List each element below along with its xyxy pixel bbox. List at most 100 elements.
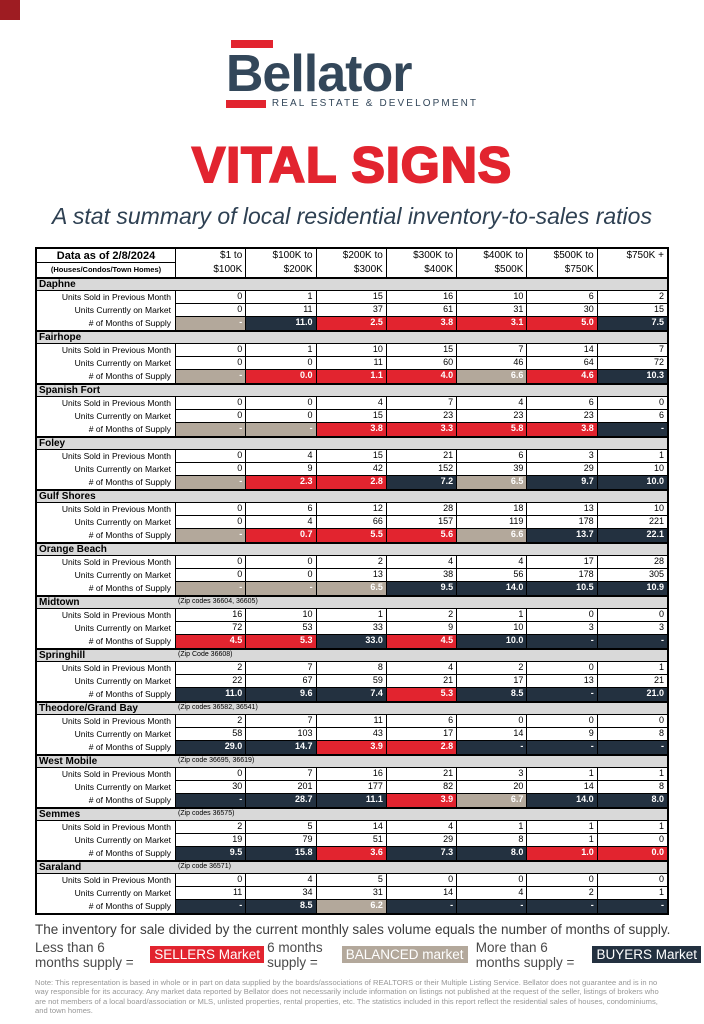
value-cell: 4 [245,873,316,887]
supply-cell: 8.5 [456,687,527,701]
supply-cell: - [596,899,667,913]
city-section: Springhill (Zip Code 36608) Units Sold in … [37,647,667,701]
city-name: Fairhope [39,331,82,343]
value-cell: 29 [526,462,597,476]
value-cell: 0 [175,555,246,569]
data-row: Units Currently on Market 0 0 11 60 46 64 72 [37,356,667,370]
value-cell: 38 [385,568,457,582]
supply-cell: 10.0 [596,475,667,489]
value-cell: 0 [526,873,597,887]
value-cell: 11 [175,886,246,900]
logo-red-bar-top [230,40,273,48]
row-label: Units Sold in Previous Month [61,450,171,461]
value-cell: 6 [596,409,667,423]
value-cell: 15 [315,290,386,304]
data-row: Units Currently on Market 19 79 51 29 8 1 0 [37,833,667,847]
supply-cell: 6.5 [456,475,527,489]
data-row: Units Sold in Previous Month 0 1 15 16 10 6 2 [37,290,667,304]
supply-row: # of Months of Supply 9.5 15.8 3.6 7.3 8.0 1.0… [37,846,667,860]
logo: Bellator REAL ESTATE & DEVELOPMENT [0,0,704,113]
value-cell: 6 [456,449,527,463]
logo-tagline: REAL ESTATE & DEVELOPMENT [271,98,479,109]
supply-cell: 10.5 [526,581,597,595]
value-cell: 0 [245,396,316,410]
supply-cell: - [385,899,457,913]
value-cell: 16 [315,767,386,781]
supply-cell: 3.6 [315,846,386,860]
value-cell: 4 [456,886,527,900]
value-cell: 16 [385,290,457,304]
supply-cell: 9.5 [385,581,457,595]
value-cell: 58 [175,727,246,741]
supply-row: # of Months of Supply 29.0 14.7 3.9 2.8- - - [37,740,667,754]
supply-cell: 2.8 [315,475,386,489]
value-cell: 56 [456,568,527,582]
value-cell: 0 [596,608,667,622]
city-name: Semmes [39,808,81,820]
value-cell: 0 [175,568,246,582]
value-cell: 46 [456,356,527,370]
balanced-market-chip: BALANCED market [341,946,468,963]
row-label: # of Months of Supply [88,741,171,752]
value-cell: 10 [596,462,667,476]
supply-cell: 5.6 [385,528,457,542]
value-cell: 0 [245,356,316,370]
value-cell: 31 [315,886,386,900]
supply-cell: - [175,793,246,807]
value-cell: 3 [526,621,597,635]
city-band: Spanish Fort [37,382,667,397]
supply-cell: 2.5 [315,316,386,330]
city-band: Foley [37,435,667,450]
data-row: Units Sold in Previous Month 16 10 1 2 1 0 0 [37,608,667,622]
value-cell: 178 [526,568,597,582]
value-cell: 103 [245,727,316,741]
value-cell: 28 [596,555,667,569]
supply-cell: 3.9 [315,740,386,754]
value-cell: 1 [456,608,527,622]
value-cell: 17 [526,555,597,569]
value-cell: 43 [315,727,386,741]
data-row: Units Currently on Market 58 103 43 17 14 9 8 [37,727,667,741]
row-label: # of Months of Supply [88,476,171,487]
supply-cell: - [526,740,597,754]
value-cell: 10 [456,290,527,304]
row-label: # of Months of Supply [88,635,171,646]
supply-cell: 9.5 [175,846,246,860]
buyers-market-chip: BUYERS Market [592,946,702,963]
value-cell: 1 [245,290,316,304]
report-subtitle: A stat summary of local residential inve… [52,202,652,229]
supply-cell: 5.8 [456,422,527,436]
supply-cell: - [596,740,667,754]
value-cell: 9 [385,621,457,635]
supply-cell: - [596,634,667,648]
supply-cell: - [456,740,527,754]
value-cell: 61 [385,303,457,317]
supply-cell: 10.9 [596,581,667,595]
value-cell: 2 [456,661,527,675]
supply-cell: - [175,528,246,542]
value-cell: 0 [596,396,667,410]
city-name: Gulf Shores [39,490,96,502]
supply-cell: 4.0 [385,369,457,383]
row-label: Units Sold in Previous Month [61,662,171,673]
logo-red-bar-bottom [225,99,266,108]
row-label: Units Currently on Market [74,304,171,315]
value-cell: 0 [175,502,246,516]
row-label: Units Sold in Previous Month [61,503,171,514]
value-cell: 157 [385,515,457,529]
value-cell: 21 [596,674,667,688]
value-cell: 221 [596,515,667,529]
supply-cell: 5.0 [526,316,597,330]
supply-cell: 14.0 [456,581,527,595]
value-cell: 1 [596,820,667,834]
value-cell: 7 [456,343,527,357]
data-row: Units Sold in Previous Month 0 0 4 7 4 6 0 [37,396,667,410]
value-cell: 14 [526,343,597,357]
data-row: Units Sold in Previous Month 0 4 5 0 0 0 0 [37,873,667,887]
value-cell: 4 [245,449,316,463]
city-name: Foley [39,437,66,449]
value-cell: 6 [526,290,597,304]
zip-note: (Zip codes 36604, 36605) [178,598,258,605]
supply-cell: 7.2 [385,475,457,489]
